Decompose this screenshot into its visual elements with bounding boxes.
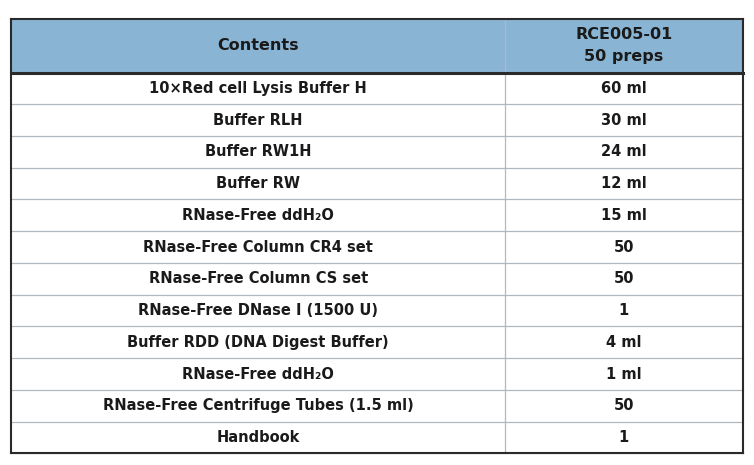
Text: 30 ml: 30 ml — [601, 113, 647, 128]
Bar — [11, 199, 743, 231]
Bar — [11, 136, 743, 168]
Bar — [11, 231, 743, 263]
Text: 50: 50 — [614, 239, 634, 255]
Bar — [11, 73, 743, 104]
Text: 10×Red cell Lysis Buffer H: 10×Red cell Lysis Buffer H — [149, 81, 367, 96]
Text: RNase-Free Column CR4 set: RNase-Free Column CR4 set — [143, 239, 373, 255]
Text: RNase-Free Column CS set: RNase-Free Column CS set — [149, 272, 368, 286]
Text: 12 ml: 12 ml — [601, 176, 647, 191]
Text: 50: 50 — [614, 272, 634, 286]
Text: 60 ml: 60 ml — [601, 81, 647, 96]
Text: RNase-Free Centrifuge Tubes (1.5 ml): RNase-Free Centrifuge Tubes (1.5 ml) — [103, 398, 413, 413]
Text: Buffer RW1H: Buffer RW1H — [205, 145, 311, 159]
Bar — [11, 263, 743, 295]
Text: RNase-Free DNase I (1500 U): RNase-Free DNase I (1500 U) — [138, 303, 379, 318]
Bar — [11, 19, 743, 73]
Text: 1: 1 — [619, 303, 629, 318]
Text: 24 ml: 24 ml — [601, 145, 647, 159]
Text: 1 ml: 1 ml — [606, 366, 642, 382]
Bar — [11, 168, 743, 199]
Bar — [11, 326, 743, 358]
Text: Buffer RDD (DNA Digest Buffer): Buffer RDD (DNA Digest Buffer) — [127, 335, 389, 350]
Bar — [11, 422, 743, 453]
Text: Handbook: Handbook — [216, 430, 300, 445]
Text: RNase-Free ddH₂O: RNase-Free ddH₂O — [182, 366, 334, 382]
Bar — [11, 295, 743, 326]
Bar — [11, 104, 743, 136]
Text: Buffer RLH: Buffer RLH — [213, 113, 303, 128]
Text: Buffer RW: Buffer RW — [216, 176, 300, 191]
Text: Contents: Contents — [217, 38, 299, 53]
Bar — [11, 390, 743, 422]
Text: 50: 50 — [614, 398, 634, 413]
Bar — [11, 358, 743, 390]
Text: RNase-Free ddH₂O: RNase-Free ddH₂O — [182, 208, 334, 223]
Text: 4 ml: 4 ml — [606, 335, 642, 350]
Text: RCE005-01
50 preps: RCE005-01 50 preps — [575, 27, 673, 64]
Text: 15 ml: 15 ml — [601, 208, 647, 223]
Text: 1: 1 — [619, 430, 629, 445]
